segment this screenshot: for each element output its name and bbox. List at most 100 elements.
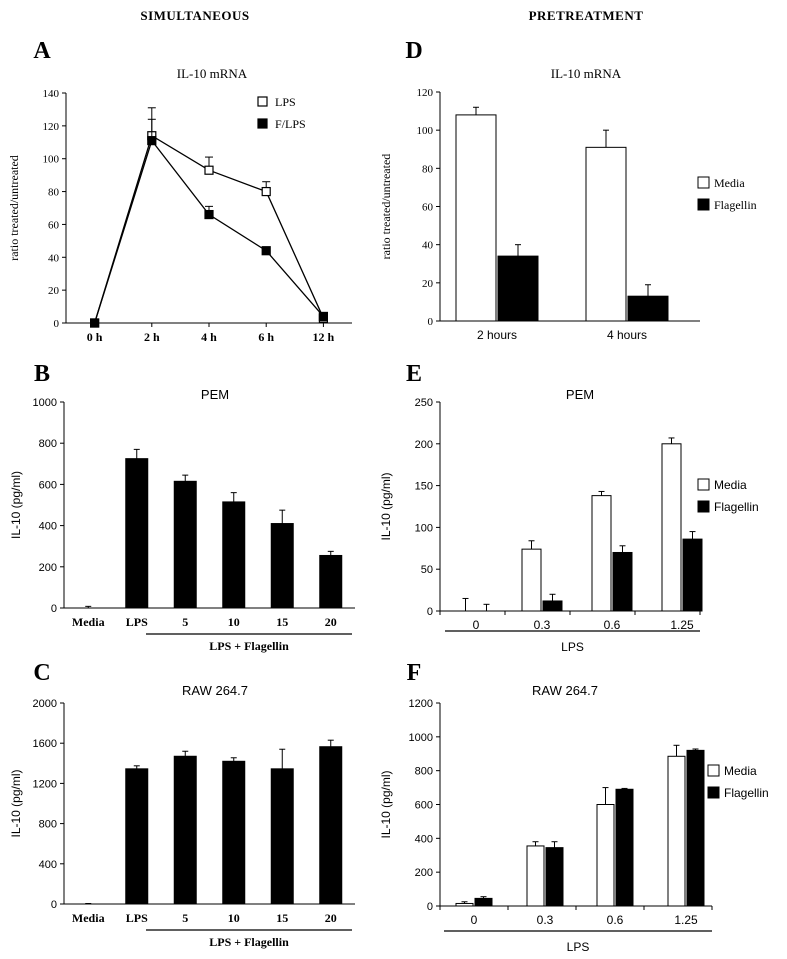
bar (682, 538, 703, 612)
x-tick-label: 20 (325, 911, 337, 925)
x-tick-label: 0.6 (604, 618, 621, 632)
y-axis-label: IL-10 (pg/ml) (379, 472, 393, 540)
bar (319, 746, 343, 905)
bar (173, 755, 197, 905)
y-tick-label: 0 (427, 901, 433, 913)
y-tick-label: 0 (427, 606, 433, 618)
bar (545, 847, 564, 907)
y-tick-label: 120 (43, 121, 60, 133)
legend: Media Flagellin (707, 764, 769, 800)
x-tick-label: LPS (126, 615, 148, 629)
panel-d: D IL-10 mRNA 0 20 40 60 80 100 120 ratio treated/… (379, 38, 757, 342)
x-tick-label: Media (72, 615, 105, 629)
legend-label: Media (714, 478, 747, 492)
legend-label: F/LPS (275, 117, 306, 131)
panel-c: C RAW 264.7 0 400 800 1200 1600 2000 IL-10 (pg/m… (9, 660, 355, 949)
y-tick-label: 100 (415, 522, 433, 534)
panel-title: PEM (566, 387, 594, 402)
group-label: LPS (567, 940, 590, 954)
y-tick-label: 40 (48, 252, 60, 264)
bar (319, 554, 343, 609)
x-tick-label: LPS (126, 911, 148, 925)
legend-swatch (697, 500, 710, 513)
group-label: LPS + Flagellin (209, 935, 289, 949)
y-axis-label: IL-10 (pg/ml) (9, 769, 23, 837)
x-tick-label: 15 (276, 911, 288, 925)
y-axis-label: ratio treated/untreated (379, 154, 393, 260)
legend-swatch (707, 786, 720, 799)
x-tick-label: 10 (228, 615, 240, 629)
x-tick-label: 5 (182, 911, 188, 925)
bar (270, 768, 294, 905)
y-axis-label: IL-10 (pg/ml) (9, 471, 23, 539)
x-tick-label: 0 (471, 913, 478, 927)
bar (667, 755, 686, 907)
bar (521, 548, 542, 612)
y-tick-label: 800 (415, 766, 433, 778)
panel-title: IL-10 mRNA (177, 66, 248, 81)
y-tick-label: 200 (415, 867, 433, 879)
y-axis-label: ratio treated/untreated (7, 155, 21, 261)
data-point (204, 209, 214, 220)
x-tick-label: 15 (276, 615, 288, 629)
y-tick-label: 80 (48, 187, 60, 199)
column-header-left: SIMULTANEOUS (140, 8, 249, 23)
x-tick-label: 12 h (313, 330, 335, 344)
bar (542, 600, 563, 612)
bar (222, 760, 246, 905)
y-tick-label: 20 (422, 278, 434, 290)
legend-swatch (697, 198, 710, 211)
data-point (147, 136, 157, 146)
panel-letter: B (34, 361, 50, 387)
y-tick-label: 1200 (33, 778, 57, 790)
y-tick-label: 250 (415, 397, 433, 409)
panel-title: IL-10 mRNA (551, 66, 622, 81)
y-tick-label: 0 (428, 316, 434, 328)
bar (474, 897, 493, 907)
legend-label: Flagellin (724, 786, 769, 800)
bar (526, 845, 545, 907)
x-tick-label: 0.3 (537, 913, 554, 927)
panel-letter: D (405, 38, 422, 64)
panel-letter: E (406, 361, 422, 387)
bar (125, 458, 149, 609)
y-tick-label: 1000 (409, 732, 433, 744)
legend-marker (257, 96, 268, 107)
panel-title: RAW 264.7 (182, 683, 248, 698)
x-tick-label: 4 h (201, 330, 217, 344)
panel-a: A IL-10 mRNA 0 20 40 60 80 100 120 140 ratio treat… (7, 38, 352, 344)
legend-label: Media (714, 176, 745, 190)
y-tick-label: 140 (43, 88, 60, 100)
y-tick-label: 200 (415, 439, 433, 451)
y-tick-label: 200 (39, 562, 57, 574)
x-tick-label: 0.6 (607, 913, 624, 927)
panel-b: B PEM 0 200 400 600 800 1000 IL-10 (pg/ml) Media L… (9, 361, 355, 653)
legend: Media Flagellin (697, 176, 757, 212)
bar (497, 255, 539, 322)
bar (270, 523, 294, 609)
bar (125, 768, 149, 905)
x-tick-label: 0 (473, 618, 480, 632)
legend-label: LPS (275, 95, 296, 109)
column-header-right: PRETREATMENT (529, 8, 644, 23)
panel-letter: F (407, 660, 422, 686)
bar (585, 146, 627, 322)
legend: LPS F/LPS (257, 95, 306, 131)
legend-swatch (697, 176, 710, 189)
y-tick-label: 0 (54, 318, 60, 330)
x-tick-label: 0.3 (534, 618, 551, 632)
bar (173, 480, 197, 609)
bar (455, 114, 497, 322)
panel-title: RAW 264.7 (532, 683, 598, 698)
y-tick-label: 1600 (33, 738, 57, 750)
y-tick-label: 60 (48, 219, 60, 231)
bar (591, 495, 612, 612)
y-tick-label: 100 (43, 154, 60, 166)
data-point (318, 311, 328, 322)
group-label: LPS (561, 640, 584, 654)
y-tick-label: 600 (415, 800, 433, 812)
y-tick-label: 150 (415, 481, 433, 493)
panel-f: F RAW 264.7 0 200 400 600 800 1000 1200 IL-10 (pg… (379, 660, 769, 954)
x-tick-label: 5 (182, 615, 188, 629)
legend-label: Flagellin (714, 500, 759, 514)
